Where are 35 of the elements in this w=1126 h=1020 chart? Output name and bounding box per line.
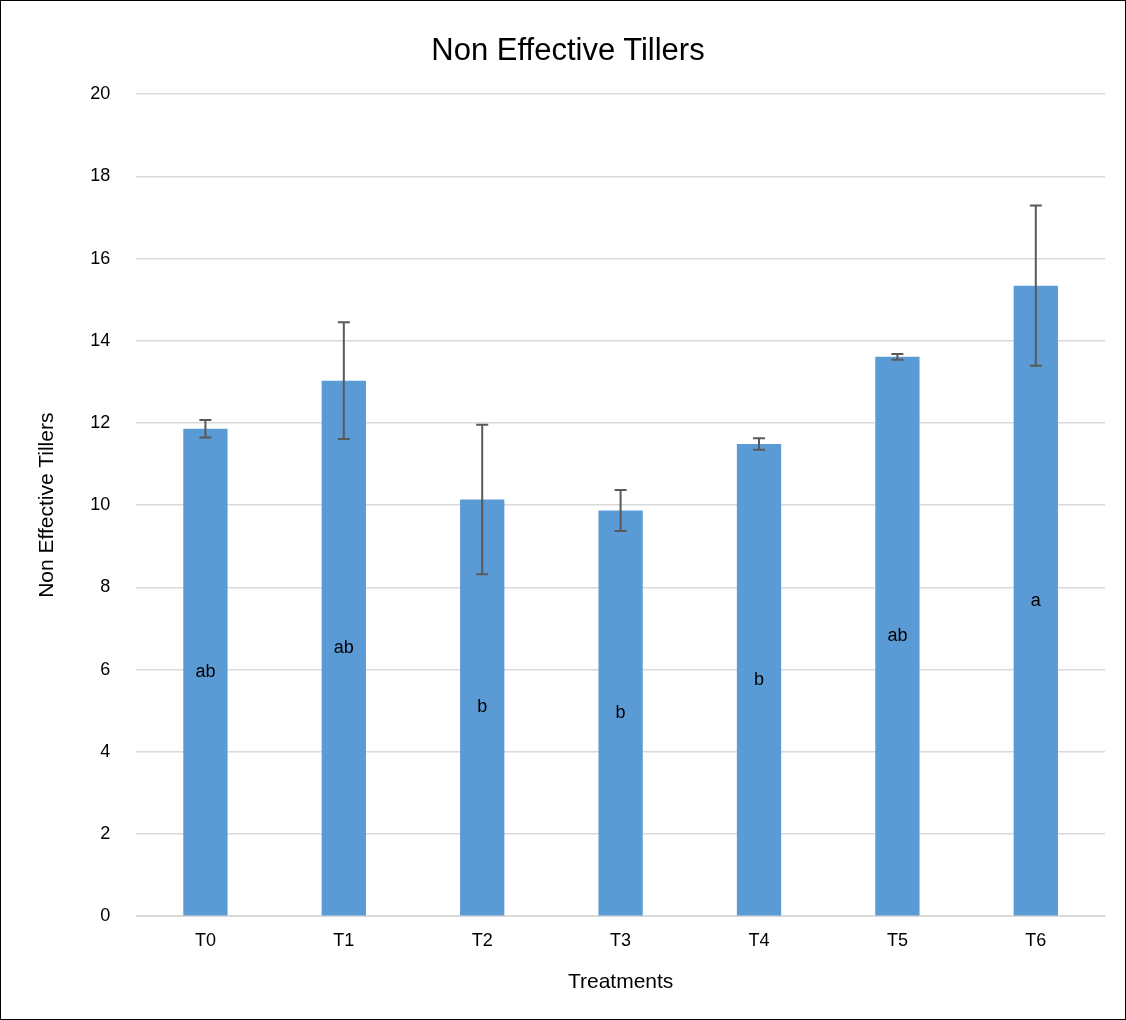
bar xyxy=(321,380,366,916)
bar xyxy=(183,428,228,916)
chart-title: Non Effective Tillers xyxy=(431,32,705,68)
annotation: a xyxy=(1030,589,1042,610)
x-tick-label: T3 xyxy=(610,929,632,950)
annotation: ab xyxy=(195,661,216,682)
y-tick-label: 10 xyxy=(90,494,111,515)
bar xyxy=(736,443,782,916)
x-tick-label: T2 xyxy=(471,929,493,950)
x-tick-label: T5 xyxy=(886,929,908,950)
annotation: b xyxy=(615,701,626,722)
y-tick-label: 18 xyxy=(90,165,111,186)
annotation: b xyxy=(477,696,488,717)
y-tick-label: 4 xyxy=(100,740,111,761)
x-tick-label: T6 xyxy=(1025,929,1047,950)
y-tick-label: 2 xyxy=(100,822,111,843)
y-tick-label: 14 xyxy=(90,329,111,350)
x-tick-label: T1 xyxy=(333,929,355,950)
y-axis-title: Non Effective Tillers xyxy=(34,412,58,598)
bar xyxy=(460,499,505,916)
y-tick-label: 12 xyxy=(90,411,111,432)
annotation: ab xyxy=(333,637,354,658)
x-tick-label: T0 xyxy=(194,929,216,950)
bar xyxy=(598,510,643,916)
x-tick-label: T4 xyxy=(748,929,770,950)
annotation: b xyxy=(754,668,765,689)
annotation: ab xyxy=(887,625,908,646)
y-tick-label: 20 xyxy=(90,83,111,104)
y-tick-label: 8 xyxy=(100,576,111,597)
bar xyxy=(1013,285,1058,916)
y-tick-label: 16 xyxy=(90,247,111,268)
bar xyxy=(875,356,920,916)
x-axis-title: Treatments xyxy=(567,969,674,993)
y-tick-label: 0 xyxy=(100,905,111,926)
y-tick-label: 6 xyxy=(100,658,111,679)
